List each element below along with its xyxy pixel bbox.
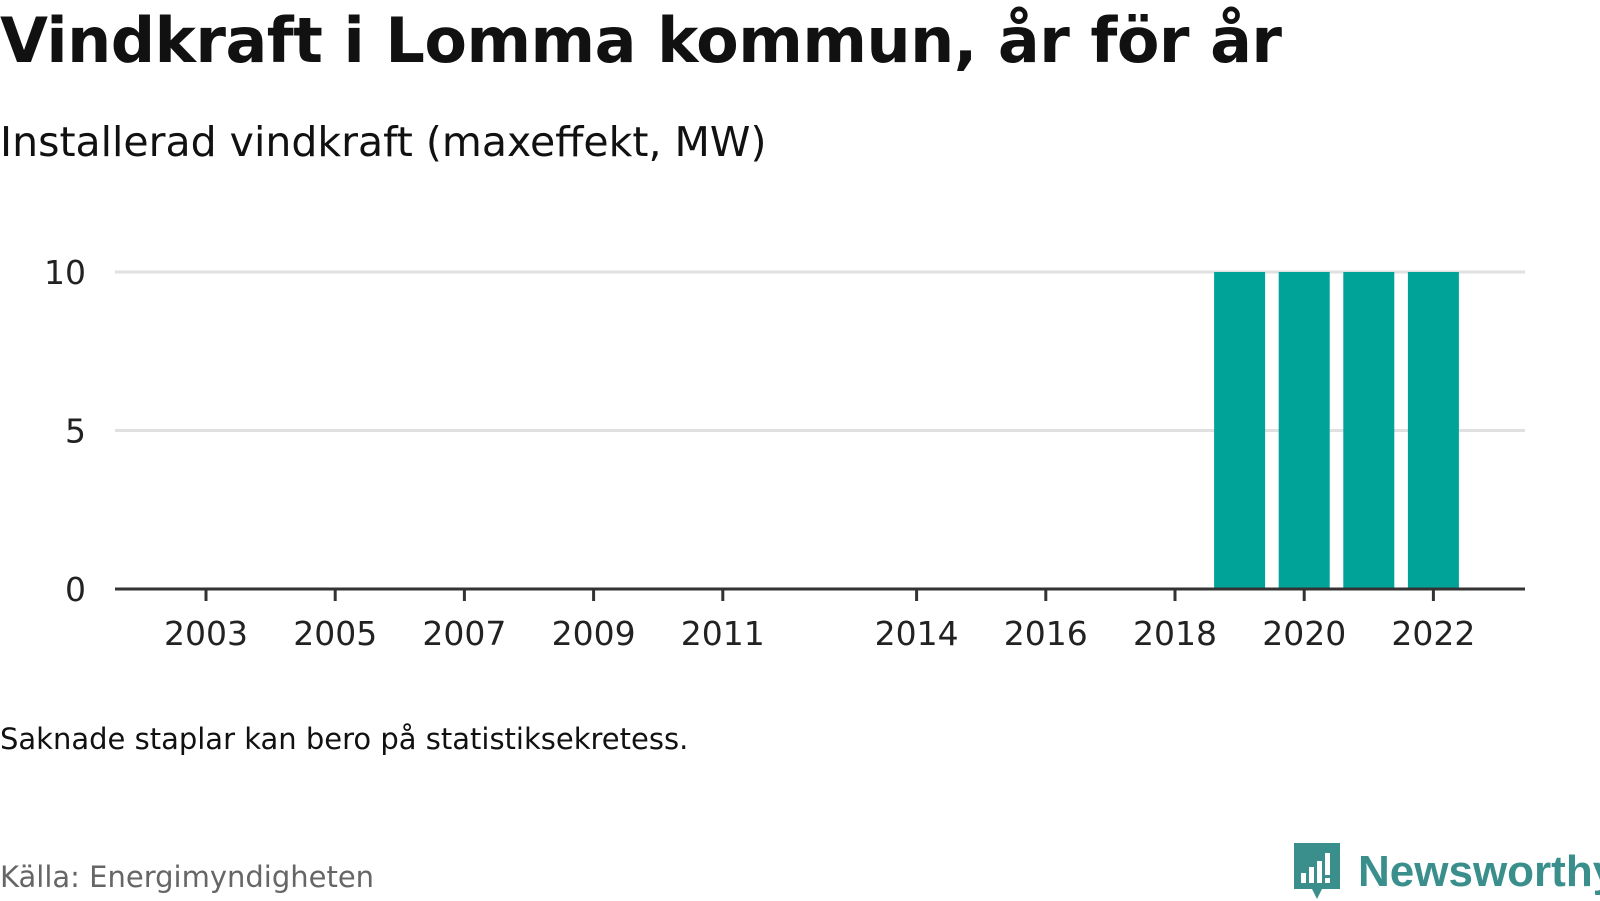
source-label: Källa: Energimyndigheten: [0, 860, 375, 894]
chart-title: Vindkraft i Lomma kommun, år för år: [0, 4, 1282, 77]
bar: [1278, 272, 1330, 589]
y-tick-label: 10: [44, 253, 86, 292]
footnote: Saknade staplar kan bero på statistiksek…: [0, 722, 689, 756]
brand-name: Newsworthy: [1358, 847, 1600, 896]
chart-subtitle: Installerad vindkraft (maxeffekt, MW): [0, 118, 767, 166]
x-tick-label: 2020: [1262, 614, 1346, 653]
bar: [1343, 272, 1395, 589]
bar-chart-svg: 0 5 10 2003 2005 2007 2009 2011 2014 2016 2018 2020…: [44, 253, 1525, 653]
bar: [1214, 272, 1266, 589]
x-tick-label: 2022: [1391, 614, 1475, 653]
x-tick-label: 2016: [1004, 614, 1088, 653]
x-tick-label: 2011: [681, 614, 765, 653]
x-tick-label: 2003: [164, 614, 248, 653]
bar-chart: 0 5 10 2003 2005 2007 2009 2011 2014 2016 2018 2020…: [0, 240, 1600, 670]
x-tick-label: 2005: [293, 614, 377, 653]
brand-logo: Newsworthy: [1292, 843, 1600, 901]
x-tick-label: 2009: [552, 614, 636, 653]
bar: [1407, 272, 1459, 589]
bar-chart-speech-bubble-icon: [1294, 843, 1340, 899]
x-tick-label: 2007: [422, 614, 506, 653]
y-tick-label: 5: [65, 412, 86, 451]
x-tick-label: 2014: [875, 614, 959, 653]
y-tick-label: 0: [65, 570, 86, 609]
x-tick-label: 2018: [1133, 614, 1217, 653]
